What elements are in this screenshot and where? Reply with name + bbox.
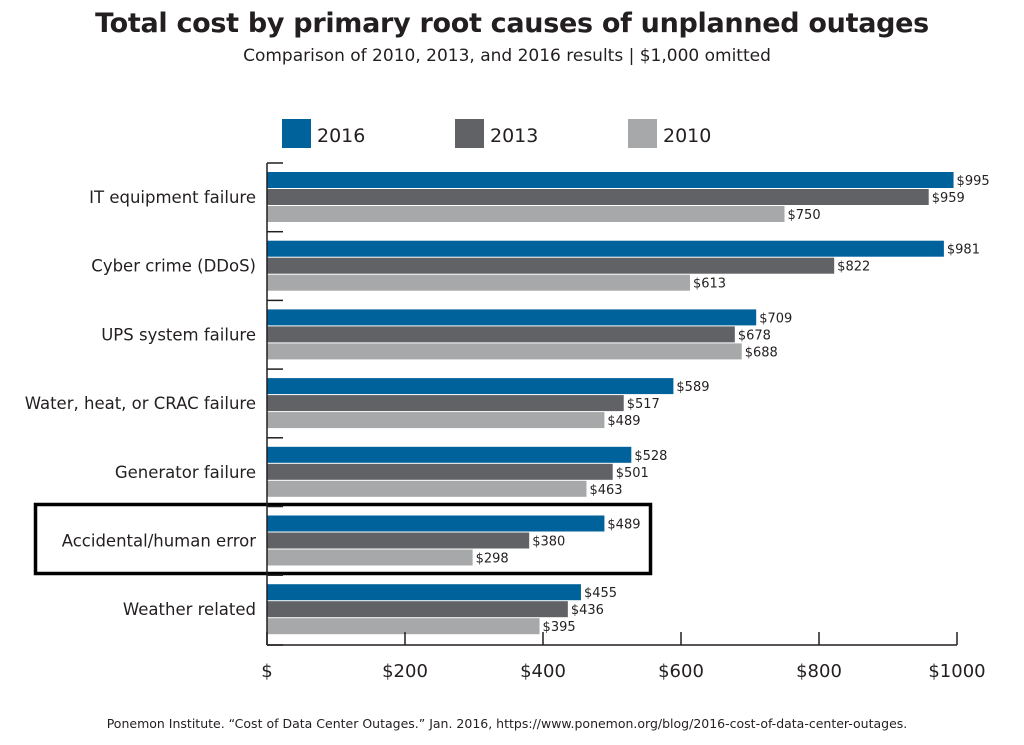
bar-generator-failure-2013: [267, 463, 613, 480]
legend-label-2010: 2010: [663, 125, 711, 147]
value-label-cyber-crime-ddos-2016: $981: [947, 243, 980, 258]
x-tick-label: $: [261, 661, 272, 682]
bar-accidental-human-error-2010: [267, 549, 473, 566]
chart-subtitle: Comparison of 2010, 2013, and 2016 resul…: [243, 46, 771, 66]
x-axis: $ $200 $400 $600 $800 $1000: [261, 632, 986, 682]
bar-weather-related-2013: [267, 601, 568, 618]
legend: 2016 2013 2010: [282, 119, 711, 148]
value-label-weather-related-2016: $455: [584, 586, 617, 601]
value-label-accidental-human-error-2010: $298: [476, 552, 509, 567]
value-label-ups-system-failure-2010: $688: [745, 345, 778, 360]
value-label-generator-failure-2016: $528: [634, 449, 667, 464]
value-label-it-equipment-failure-2016: $995: [957, 174, 990, 189]
value-label-cyber-crime-ddos-2013: $822: [837, 260, 870, 275]
bar-generator-failure-2010: [267, 480, 587, 497]
value-label-weather-related-2010: $395: [543, 620, 576, 635]
value-label-ups-system-failure-2013: $678: [738, 328, 771, 343]
value-labels: $995 $959 $750 $981 $822 $613 $709 $678 $688 $589…: [476, 174, 990, 635]
category-label-water-heat-or-crac-failure: Water, heat, or CRAC failure: [25, 394, 256, 413]
chart-title: Total cost by primary root causes of unp…: [95, 8, 929, 39]
x-tick-label: $400: [520, 661, 566, 682]
bar-cyber-crime-ddos-2010: [267, 274, 690, 291]
legend-swatch-2013: [455, 119, 484, 148]
legend-label-2016: 2016: [317, 125, 365, 147]
value-label-it-equipment-failure-2010: $750: [788, 208, 821, 223]
bar-accidental-human-error-2013: [267, 532, 530, 549]
value-label-generator-failure-2010: $463: [589, 483, 622, 498]
bars: [267, 172, 954, 635]
category-label-ups-system-failure: UPS system failure: [101, 325, 256, 344]
value-label-accidental-human-error-2016: $489: [607, 518, 640, 533]
bar-ups-system-failure-2010: [267, 343, 742, 360]
legend-swatch-2016: [282, 119, 311, 148]
bar-ups-system-failure-2013: [267, 326, 735, 343]
bar-cyber-crime-ddos-2013: [267, 257, 835, 274]
bar-ups-system-failure-2016: [267, 309, 757, 326]
bar-cyber-crime-ddos-2016: [267, 240, 944, 257]
value-label-water-heat-or-crac-failure-2016: $589: [676, 380, 709, 395]
bar-it-equipment-failure-2016: [267, 172, 954, 188]
bar-weather-related-2010: [267, 618, 540, 635]
value-label-ups-system-failure-2016: $709: [759, 311, 792, 326]
x-tick-label: $600: [658, 661, 704, 682]
x-tick-label: $200: [382, 661, 428, 682]
bar-water-heat-or-crac-failure-2016: [267, 378, 674, 395]
value-label-water-heat-or-crac-failure-2013: $517: [627, 397, 660, 412]
y-axis: IT equipment failure Cyber crime (DDoS) UP…: [25, 162, 283, 646]
bar-water-heat-or-crac-failure-2010: [267, 412, 605, 429]
value-label-it-equipment-failure-2013: $959: [932, 191, 965, 206]
bar-weather-related-2016: [267, 584, 581, 601]
category-label-accidental-human-error: Accidental/human error: [62, 532, 256, 551]
bar-accidental-human-error-2016: [267, 515, 605, 532]
value-label-cyber-crime-ddos-2010: $613: [693, 277, 726, 292]
x-tick-label: $800: [796, 661, 842, 682]
category-label-cyber-crime-ddos: Cyber crime (DDoS): [91, 257, 256, 276]
bar-it-equipment-failure-2013: [267, 189, 929, 205]
category-label-generator-failure: Generator failure: [115, 463, 256, 482]
highlight-box-frame: [33, 502, 653, 576]
value-label-water-heat-or-crac-failure-2010: $489: [607, 414, 640, 429]
legend-swatch-2010: [628, 119, 657, 148]
x-tick-label: $1000: [928, 661, 985, 682]
source-note: Ponemon Institute. “Cost of Data Center …: [106, 716, 908, 731]
category-label-weather-related: Weather related: [123, 600, 256, 619]
category-label-it-equipment-failure: IT equipment failure: [89, 188, 256, 207]
bar-generator-failure-2016: [267, 446, 632, 463]
bar-it-equipment-failure-2010: [267, 206, 785, 222]
value-label-generator-failure-2013: $501: [616, 466, 649, 481]
highlight-box: [33, 502, 653, 576]
value-label-weather-related-2013: $436: [571, 603, 604, 618]
value-label-accidental-human-error-2013: $380: [532, 535, 565, 550]
legend-label-2013: 2013: [490, 125, 538, 147]
bar-water-heat-or-crac-failure-2013: [267, 395, 624, 412]
